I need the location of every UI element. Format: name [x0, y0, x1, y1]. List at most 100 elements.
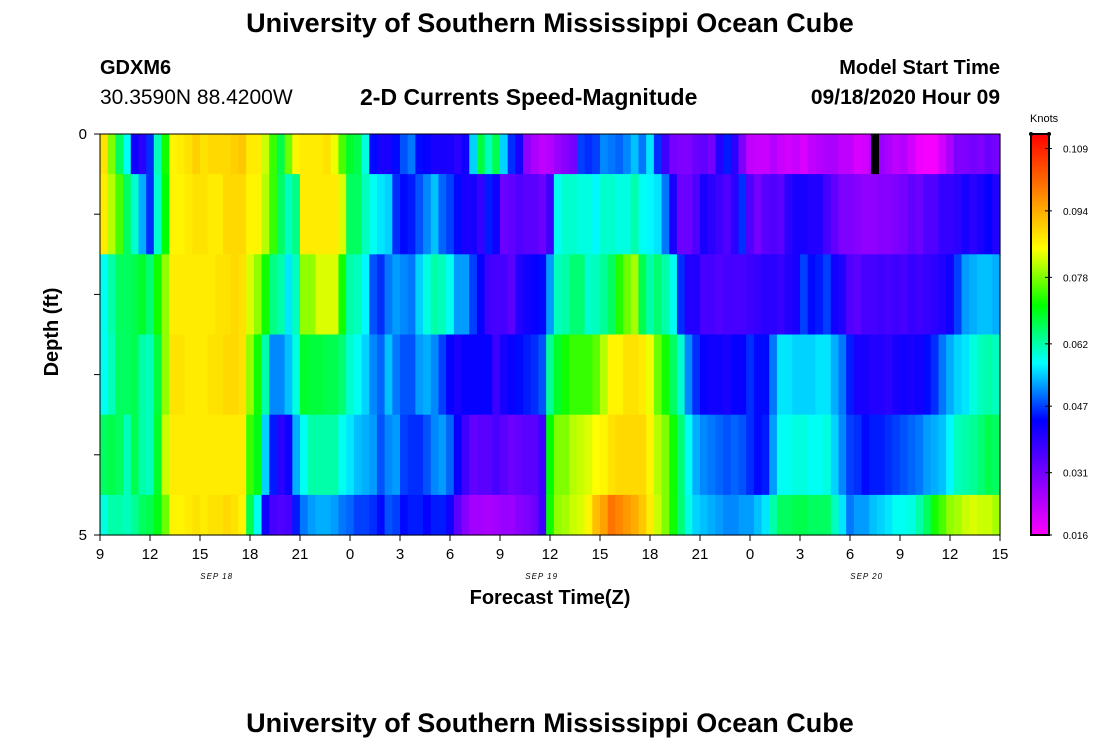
heatmap-cell [484, 174, 493, 255]
heatmap-cell [753, 134, 763, 175]
date-label: SEP 20 [850, 572, 883, 581]
heatmap-cell [123, 334, 132, 416]
heatmap-cell [453, 134, 463, 175]
heatmap-cell [592, 494, 601, 536]
heatmap-cell [453, 174, 463, 255]
heatmap-cell [676, 254, 686, 336]
heatmap-cell [146, 414, 155, 496]
heatmap-cell [930, 134, 940, 175]
heatmap-cell [392, 414, 401, 496]
x-tick-label: 15 [192, 546, 209, 563]
heatmap-cell [446, 134, 455, 175]
heatmap-cell [176, 334, 186, 416]
heatmap-cell [884, 414, 893, 496]
heatmap-cell [230, 174, 240, 255]
heatmap-cell [138, 334, 147, 416]
heatmap-cell [869, 334, 878, 416]
heatmap-cell [138, 254, 147, 336]
heatmap-cell [523, 494, 532, 536]
heatmap-cell [215, 494, 224, 536]
heatmap-cell [661, 134, 670, 175]
heatmap-cell [161, 414, 170, 496]
heatmap-cell [861, 134, 870, 175]
heatmap-cell [907, 174, 916, 255]
heatmap-cell [761, 334, 770, 416]
heatmap-cell [384, 494, 393, 536]
heatmap-cell [946, 174, 955, 255]
heatmap-cell [930, 334, 940, 416]
x-tick-label: 6 [446, 546, 454, 563]
heatmap-cell [207, 494, 216, 536]
heatmap-cell [515, 334, 524, 416]
heatmap-cell [176, 254, 186, 336]
x-tick-label: 9 [896, 546, 904, 563]
heatmap-cell [223, 174, 232, 255]
heatmap-cell [407, 254, 416, 336]
heatmap-cell [561, 334, 570, 416]
heatmap-cell [938, 334, 947, 416]
heatmap-cell [307, 494, 316, 536]
heatmap-cell [607, 174, 616, 255]
heatmap-cell [553, 414, 563, 496]
heatmap-cell [315, 134, 324, 175]
heatmap-cell [207, 334, 216, 416]
heatmap-cell [630, 134, 640, 175]
heatmap-cell [646, 334, 655, 416]
heatmap-cell [346, 134, 355, 175]
heatmap-cell [107, 334, 116, 416]
heatmap-cell [630, 414, 640, 496]
heatmap-cell [161, 134, 170, 175]
heatmap-cell [946, 334, 955, 416]
heatmap-cell [800, 494, 809, 536]
heatmap-cell [438, 134, 447, 175]
heatmap-cell [492, 414, 501, 496]
heatmap-cell [707, 134, 716, 175]
heatmap-cell [553, 254, 563, 336]
heatmap-cell [223, 494, 232, 536]
heatmap-cell [723, 334, 732, 416]
heatmap-cell [530, 334, 540, 416]
heatmap-cell [961, 174, 970, 255]
heatmap-cell [546, 334, 555, 416]
heatmap-cell [815, 494, 824, 536]
heatmap-cell [369, 174, 378, 255]
heatmap-cell [915, 174, 924, 255]
heatmap-cell [292, 254, 301, 336]
heatmap-cell [446, 334, 455, 416]
colorbar-tick-label: 0.016 [1063, 531, 1088, 542]
heatmap-cell [192, 414, 201, 496]
heatmap-cell [123, 414, 132, 496]
heatmap-cell [930, 414, 940, 496]
heatmap-cell [500, 414, 509, 496]
heatmap-cell [638, 134, 647, 175]
heatmap-cell [746, 414, 755, 496]
heatmap-cell [230, 134, 240, 175]
heatmap-cell [653, 334, 663, 416]
heatmap-cell [161, 494, 170, 536]
heatmap-cell [484, 254, 493, 336]
heatmap-cell [392, 134, 401, 175]
heatmap-cell [546, 494, 555, 536]
heatmap-cell [407, 334, 416, 416]
heatmap-cell [738, 254, 747, 336]
heatmap-cell [507, 174, 516, 255]
heatmap-cell [123, 494, 132, 536]
heatmap-cell [523, 174, 532, 255]
heatmap-cell [600, 334, 609, 416]
heatmap-cell [569, 254, 578, 336]
heatmap-cell [338, 334, 347, 416]
x-tick-label: 9 [496, 546, 504, 563]
heatmap-cell [361, 254, 370, 336]
heatmap-cell [823, 254, 832, 336]
heatmap-cell [700, 414, 709, 496]
heatmap-cell [307, 174, 316, 255]
y-axis-label: Depth (ft) [41, 288, 63, 377]
colorbar-unit-label: Knots [1030, 113, 1059, 125]
heatmap-cell [961, 334, 970, 416]
heatmap-cell [576, 414, 586, 496]
heatmap-cell [830, 414, 840, 496]
heatmap-cell [584, 334, 593, 416]
heatmap-cell [715, 134, 724, 175]
heatmap-cell [476, 414, 486, 496]
heatmap-cell [907, 134, 916, 175]
